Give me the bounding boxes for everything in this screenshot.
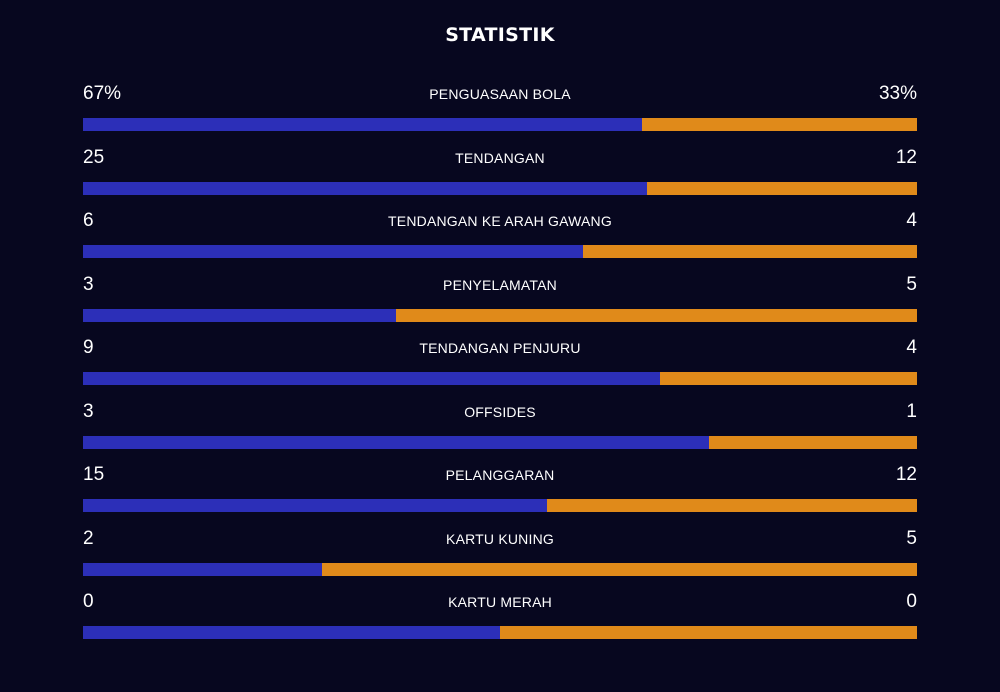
stat-label: TENDANGAN PENJURU (419, 340, 581, 356)
home-bar-segment (83, 181, 647, 195)
stat-header: TENDANGAN 25 12 (83, 145, 917, 182)
home-bar-segment (83, 372, 661, 385)
away-bar-segment (546, 499, 917, 512)
home-bar-segment (83, 499, 547, 512)
away-value: 4 (906, 337, 917, 358)
stat-header: KARTU MERAH 0 0 (83, 589, 917, 626)
stat-bar (83, 372, 917, 385)
home-value: 9 (83, 337, 94, 358)
away-bar-segment (660, 372, 917, 385)
home-bar-segment (83, 435, 709, 449)
away-bar-segment (500, 626, 917, 639)
stat-row-kartu-merah: KARTU MERAH 0 0 (83, 589, 917, 653)
home-value: 25 (83, 146, 105, 168)
stat-row-tendangan-ke-arah-gawang: TENDANGAN KE ARAH GAWANG 6 4 (83, 208, 917, 272)
stat-row-penyelamatan: PENYELAMATAN 3 5 (83, 272, 917, 336)
home-bar-segment (83, 562, 322, 576)
stat-label: KARTU KUNING (446, 530, 554, 547)
stat-label: PENGUASAAN BOLA (429, 86, 571, 102)
stat-header: TENDANGAN PENJURU 9 4 (83, 335, 917, 372)
home-value: 0 (83, 591, 94, 612)
stat-label: TENDANGAN KE ARAH GAWANG (388, 213, 612, 229)
stat-bar (83, 245, 917, 258)
stat-bar (83, 499, 917, 512)
home-value: 67% (83, 83, 122, 104)
panel-title: STATISTIK (445, 24, 555, 46)
stat-bar (83, 308, 917, 322)
away-bar-segment (583, 245, 917, 258)
away-value: 4 (906, 210, 917, 231)
stat-row-offsides: OFFSIDES 3 1 (83, 399, 917, 463)
away-value: 12 (895, 464, 917, 485)
away-bar-segment (641, 118, 917, 131)
stat-header: OFFSIDES 3 1 (83, 399, 917, 436)
stat-bar (83, 181, 917, 195)
stat-row-tendangan: TENDANGAN 25 12 (83, 145, 917, 209)
away-value: 0 (906, 591, 917, 612)
stat-bar (83, 435, 917, 449)
away-value: 5 (906, 527, 917, 549)
stat-header: KARTU KUNING 2 5 (83, 526, 917, 563)
away-value: 1 (906, 400, 917, 422)
stat-label: PELANGGARAN (445, 467, 555, 483)
stat-label: OFFSIDES (464, 403, 536, 420)
stat-row-penguasaan-bola: PENGUASAAN BOLA 67% 33% (83, 81, 917, 145)
stat-row-pelanggaran: PELANGGARAN 15 12 (83, 462, 917, 526)
stat-header: PELANGGARAN 15 12 (83, 462, 917, 499)
stat-bar (83, 562, 917, 576)
stat-bar (83, 118, 917, 131)
away-bar-segment (646, 181, 917, 195)
away-value: 5 (906, 273, 917, 295)
home-bar-segment (83, 308, 396, 322)
stat-header: PENYELAMATAN 3 5 (83, 272, 917, 309)
home-value: 3 (83, 273, 94, 295)
home-value: 6 (83, 210, 94, 231)
stat-label: TENDANGAN (455, 149, 545, 166)
stat-row-tendangan-penjuru: TENDANGAN PENJURU 9 4 (83, 335, 917, 399)
stat-label: KARTU MERAH (448, 594, 552, 610)
stat-header: PENGUASAAN BOLA 67% 33% (83, 81, 917, 118)
stat-label: PENYELAMATAN (443, 276, 557, 293)
away-value: 33% (878, 83, 917, 104)
home-value: 15 (83, 464, 105, 485)
home-bar-segment (83, 626, 500, 639)
stat-row-kartu-kuning: KARTU KUNING 2 5 (83, 526, 917, 590)
home-value: 3 (83, 400, 94, 422)
away-bar-segment (395, 308, 917, 322)
home-bar-segment (83, 245, 584, 258)
stat-bar (83, 626, 917, 639)
away-bar-segment (321, 562, 917, 576)
away-value: 12 (895, 146, 917, 168)
home-bar-segment (83, 118, 642, 131)
away-bar-segment (708, 435, 917, 449)
home-value: 2 (83, 527, 94, 549)
stats-list: PENGUASAAN BOLA 67% 33% TENDANGAN 25 12 TENDAN… (83, 81, 917, 653)
stat-header: TENDANGAN KE ARAH GAWANG 6 4 (83, 208, 917, 245)
